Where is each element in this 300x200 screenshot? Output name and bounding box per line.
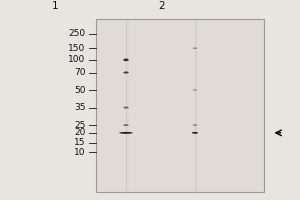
Ellipse shape bbox=[193, 48, 197, 49]
Ellipse shape bbox=[119, 132, 133, 134]
Text: 25: 25 bbox=[74, 121, 85, 130]
Ellipse shape bbox=[193, 89, 197, 91]
Text: 100: 100 bbox=[68, 55, 86, 64]
Text: 150: 150 bbox=[68, 44, 86, 53]
Text: 15: 15 bbox=[74, 138, 85, 147]
Ellipse shape bbox=[123, 107, 129, 109]
Text: 35: 35 bbox=[74, 103, 85, 112]
Text: 10: 10 bbox=[74, 148, 85, 157]
Ellipse shape bbox=[192, 132, 198, 134]
Text: 70: 70 bbox=[74, 68, 85, 77]
Text: 2: 2 bbox=[159, 1, 165, 11]
Ellipse shape bbox=[123, 59, 129, 61]
Ellipse shape bbox=[123, 124, 129, 126]
Text: 1: 1 bbox=[52, 1, 59, 11]
FancyBboxPatch shape bbox=[96, 19, 264, 192]
Text: 250: 250 bbox=[68, 29, 86, 38]
Text: 20: 20 bbox=[74, 128, 85, 137]
Ellipse shape bbox=[193, 124, 197, 126]
Text: 50: 50 bbox=[74, 86, 85, 95]
Ellipse shape bbox=[123, 71, 129, 74]
